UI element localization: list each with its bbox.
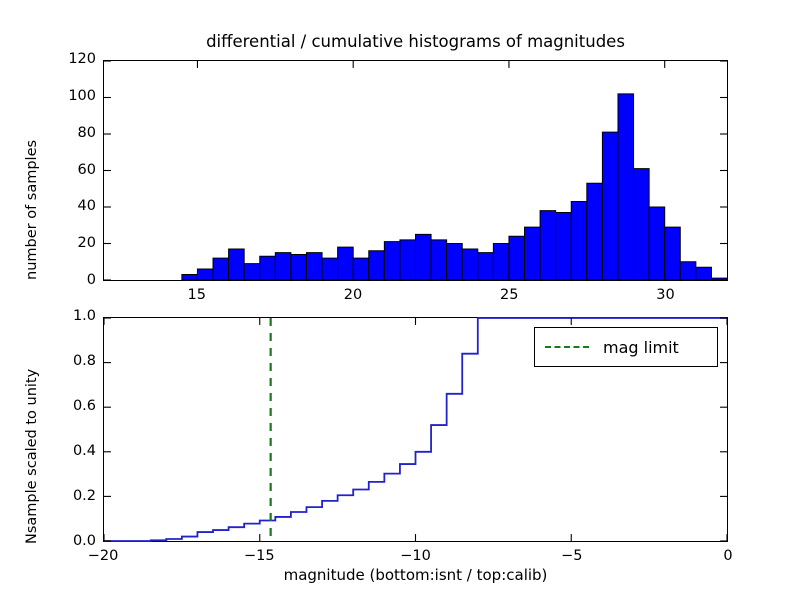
bottom-y-ticklabel: 1.0: [72, 308, 96, 324]
histogram-bar: [602, 132, 618, 280]
legend-dashed-line-icon: [545, 346, 589, 348]
differential-histogram-plot: [104, 61, 727, 280]
histogram-bar: [587, 183, 603, 280]
histogram-bar: [618, 94, 634, 280]
top-x-ticklabel: 20: [343, 287, 363, 303]
histogram-bar: [306, 253, 322, 280]
bottom-y-ticklabel: 0.6: [72, 398, 96, 414]
top-x-ticklabel: 15: [187, 287, 206, 303]
histogram-bar: [462, 249, 478, 280]
histogram-bar: [400, 240, 416, 280]
bottom-x-ticklabel: 0: [723, 548, 733, 564]
histogram-bar: [431, 240, 447, 280]
top-y-ticklabel: 60: [77, 161, 96, 178]
histogram-bar: [493, 244, 509, 281]
histogram-bar: [680, 262, 696, 280]
histogram-bar: [197, 269, 213, 280]
top-y-ticklabel: 120: [68, 51, 96, 67]
top-axes-differential-histogram: [103, 60, 728, 281]
top-y-ticklabel: 0: [86, 272, 96, 288]
histogram-bar: [260, 256, 276, 280]
histogram-bar: [369, 251, 385, 280]
histogram-bar: [213, 258, 229, 280]
bottom-x-ticklabel: −5: [561, 548, 583, 564]
top-x-ticklabel: 30: [656, 287, 675, 303]
bottom-y-ticklabel: 0.4: [72, 443, 96, 459]
histogram-bar: [275, 253, 291, 280]
histogram-bar: [229, 249, 245, 280]
top-y-ticklabel: 20: [77, 235, 96, 252]
bottom-axis-ylabel: Nsample scaled to unity: [24, 368, 40, 544]
cumulative-histogram-plot: [104, 318, 727, 541]
top-y-ticklabel: 80: [77, 124, 96, 141]
histogram-bar: [416, 234, 432, 280]
histogram-bar: [291, 254, 307, 280]
histogram-bar: [182, 275, 198, 280]
histogram-bar: [322, 258, 338, 280]
histogram-bar: [696, 267, 712, 280]
histogram-bar: [509, 236, 525, 280]
histogram-bar: [634, 169, 650, 280]
top-y-ticklabel: 100: [68, 87, 96, 104]
bottom-x-ticklabel: −20: [87, 548, 119, 564]
cumulative-step-curve: [104, 318, 727, 541]
histogram-bar: [244, 264, 260, 280]
histogram-bar: [353, 258, 369, 280]
histogram-bar: [571, 202, 587, 280]
bottom-x-ticklabel: −10: [400, 548, 431, 564]
bottom-y-ticklabel: 0.2: [72, 488, 96, 504]
top-y-ticklabel: 40: [77, 198, 96, 215]
bottom-y-ticklabel: 0.8: [72, 353, 96, 369]
histogram-bar: [384, 242, 400, 280]
histogram-bar: [665, 227, 681, 280]
bottom-y-ticklabel: 0.0: [72, 533, 96, 549]
histogram-bar: [649, 207, 665, 280]
top-x-ticklabel: 25: [500, 287, 519, 303]
histogram-bar: [338, 247, 354, 280]
bottom-x-ticklabel: −15: [243, 548, 275, 564]
histogram-bar: [478, 253, 494, 280]
top-axis-ylabel: number of samples: [24, 139, 40, 280]
legend-label-mag-limit: mag limit: [603, 337, 679, 357]
figure-title: differential / cumulative histograms of …: [206, 32, 625, 51]
histogram-bar: [525, 227, 541, 280]
legend: mag limit: [534, 327, 718, 367]
figure-xlabel: magnitude (bottom:isnt / top:calib): [283, 566, 548, 584]
histogram-bar: [447, 244, 463, 281]
histogram-bar: [711, 278, 727, 280]
histogram-bar: [540, 211, 556, 280]
histogram-bar: [556, 212, 572, 280]
